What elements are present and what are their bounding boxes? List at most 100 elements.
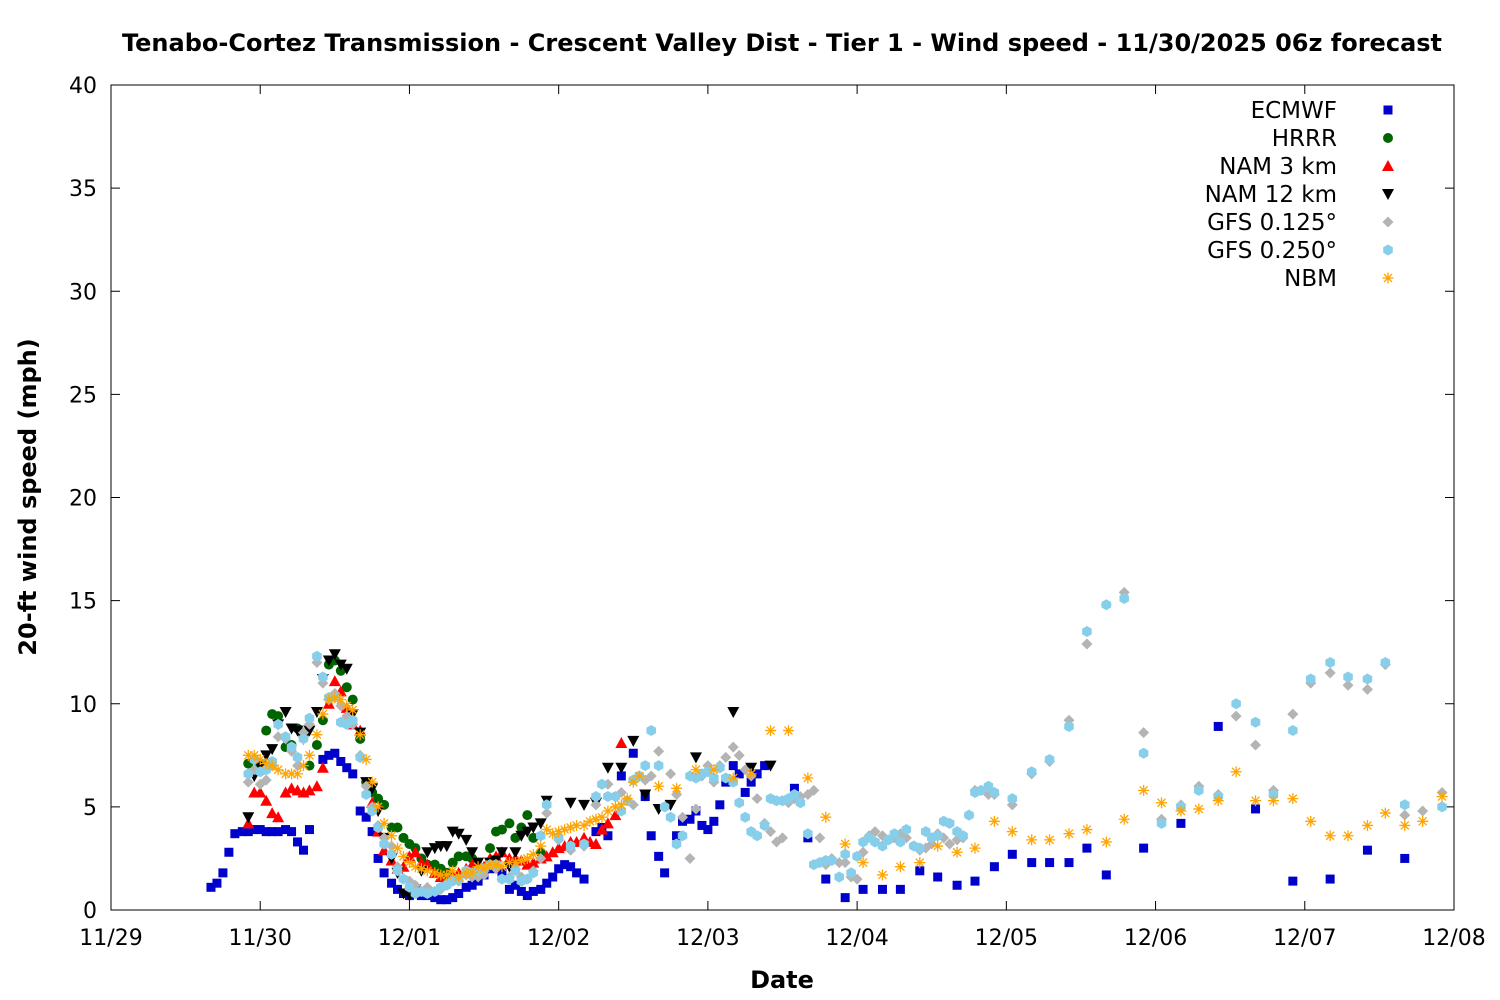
data-point (212, 878, 222, 888)
data-point (460, 867, 472, 879)
data-point (876, 869, 888, 881)
x-tick-label: 12/06 (1124, 926, 1187, 951)
data-point (312, 650, 322, 662)
data-point (610, 791, 621, 803)
data-point (453, 851, 464, 862)
data-point (677, 830, 688, 842)
data-point (565, 840, 576, 852)
data-point (1101, 870, 1111, 880)
data-point (206, 882, 216, 892)
data-point (739, 764, 751, 776)
data-point (1305, 815, 1317, 827)
data-point (360, 780, 372, 792)
data-point (840, 848, 850, 860)
data-point (403, 857, 415, 869)
data-point (895, 884, 905, 894)
data-point (516, 886, 526, 896)
data-point (472, 861, 484, 873)
data-point (1287, 793, 1299, 805)
data-point (584, 815, 596, 827)
data-point (764, 760, 777, 772)
data-point (685, 814, 695, 824)
data-point (578, 831, 591, 843)
legend-label: GFS 0.250° (1207, 238, 1337, 264)
data-point (1138, 727, 1150, 739)
axis-ticks: 11/29 11/30 12/01 12/02 12/03 12/04 12/05 12/06… (69, 74, 1486, 951)
data-point (727, 707, 740, 718)
data-point (976, 784, 986, 796)
data-point (341, 700, 353, 712)
data-point (1082, 843, 1092, 853)
data-point (397, 850, 409, 862)
data-point (1230, 766, 1242, 778)
x-tick-label: 12/03 (676, 926, 739, 951)
data-point (373, 822, 383, 833)
data-point (566, 862, 576, 872)
data-point (628, 748, 638, 758)
data-point (273, 718, 283, 730)
data-point (964, 809, 974, 821)
data-point (303, 749, 315, 761)
x-tick-label: 11/30 (229, 926, 292, 951)
data-point (915, 842, 925, 854)
data-point (279, 707, 292, 718)
data-point (664, 799, 677, 811)
data-point (603, 831, 613, 841)
data-point (328, 649, 341, 661)
data-point (932, 830, 943, 842)
data-point (578, 799, 591, 811)
data-point (504, 873, 515, 885)
data-point (292, 751, 303, 763)
data-point (591, 791, 601, 803)
data-point (733, 749, 745, 761)
data-point (280, 731, 291, 743)
data-point (1361, 819, 1373, 831)
data-point (1176, 818, 1186, 828)
data-point (348, 769, 358, 779)
data-point (366, 776, 378, 788)
data-point (1417, 815, 1429, 827)
data-point (527, 856, 540, 868)
y-tick-label: 35 (69, 177, 97, 202)
data-point (795, 797, 806, 809)
data-point (777, 832, 788, 844)
data-point (660, 868, 670, 878)
data-point (789, 783, 799, 793)
data-point (311, 729, 323, 741)
data-point (509, 857, 521, 869)
data-point (1399, 809, 1411, 821)
data-point (1324, 830, 1336, 842)
data-point (260, 758, 272, 770)
data-point (1100, 836, 1112, 848)
data-point (272, 811, 285, 823)
data-point (745, 768, 757, 780)
data-point (1064, 720, 1074, 732)
data-point (565, 822, 577, 833)
data-point (615, 799, 627, 811)
data-point (323, 694, 335, 706)
data-point (497, 873, 507, 885)
data-point (421, 847, 434, 859)
data-point (915, 866, 925, 876)
data-point (466, 867, 478, 879)
data-point (541, 824, 553, 836)
y-tick-label: 40 (69, 74, 97, 99)
data-point (715, 800, 725, 810)
x-axis-label: Date (750, 966, 814, 994)
data-point (297, 760, 309, 772)
data-point (392, 842, 404, 854)
data-point (242, 776, 254, 788)
data-point (243, 768, 254, 780)
data-point (436, 895, 446, 905)
data-point (752, 769, 762, 779)
data-point (602, 805, 614, 817)
data-point (746, 777, 756, 787)
data-point (1138, 784, 1150, 796)
data-point (460, 834, 473, 846)
data-point (267, 827, 277, 837)
data-point (672, 831, 682, 841)
data-point (782, 725, 794, 737)
data-point (329, 692, 341, 704)
data-point (760, 761, 770, 771)
data-point (703, 825, 713, 835)
